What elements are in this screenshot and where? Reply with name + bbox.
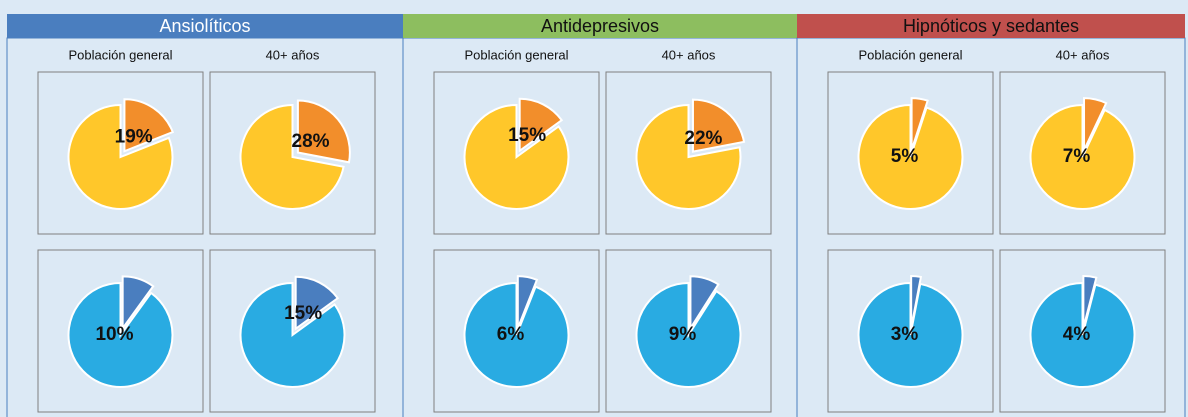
column-label: 40+ años	[662, 47, 716, 62]
panel-header	[797, 14, 1185, 38]
value-label: 15%	[284, 303, 322, 324]
value-label: 6%	[497, 324, 525, 345]
value-label: 4%	[1063, 324, 1091, 345]
pie-rest	[239, 103, 345, 210]
pie-rest	[635, 281, 742, 388]
pie-rest	[857, 103, 964, 210]
value-label: 7%	[1063, 146, 1091, 167]
value-label: 9%	[669, 324, 697, 345]
column-label: Población general	[68, 47, 172, 62]
pie-slice	[123, 98, 175, 153]
pie-rest	[67, 103, 174, 210]
pie-slice	[689, 275, 720, 332]
pie-slice	[691, 98, 746, 153]
pie-slice	[518, 97, 564, 153]
value-label: 28%	[292, 131, 330, 152]
column-label: 40+ años	[266, 47, 320, 62]
column-label: Población general	[858, 47, 962, 62]
column-label: Población general	[464, 47, 568, 62]
value-label: 22%	[684, 128, 722, 149]
pie-rest	[463, 281, 570, 388]
pie-rest	[463, 103, 570, 210]
panel-title: Ansiolíticos	[159, 16, 250, 36]
pie-rest	[239, 281, 346, 388]
value-label: 5%	[891, 146, 919, 167]
pie-slice	[910, 97, 929, 151]
value-label: 15%	[508, 125, 546, 146]
pie-slice	[910, 275, 923, 329]
panel-header	[403, 14, 797, 38]
panel-header	[7, 14, 403, 38]
pie-slice	[296, 99, 351, 164]
pie-rest	[67, 281, 174, 388]
panel-title: Hipnóticos y sedantes	[903, 16, 1079, 36]
value-label: 10%	[95, 324, 133, 345]
column-label: 40+ años	[1056, 47, 1110, 62]
pie-slice	[516, 275, 539, 329]
value-label: 19%	[115, 127, 153, 148]
panel-title: Antidepresivos	[541, 16, 659, 36]
value-label: 3%	[891, 324, 919, 345]
pie-rest	[857, 281, 964, 388]
pie-slice	[121, 275, 155, 332]
pie-rest	[635, 103, 742, 210]
pie-slice	[294, 275, 340, 331]
pie-rest	[1029, 103, 1136, 210]
pie-slice	[1082, 275, 1098, 329]
pie-slice	[1083, 97, 1108, 151]
pie-rest	[1029, 281, 1136, 388]
